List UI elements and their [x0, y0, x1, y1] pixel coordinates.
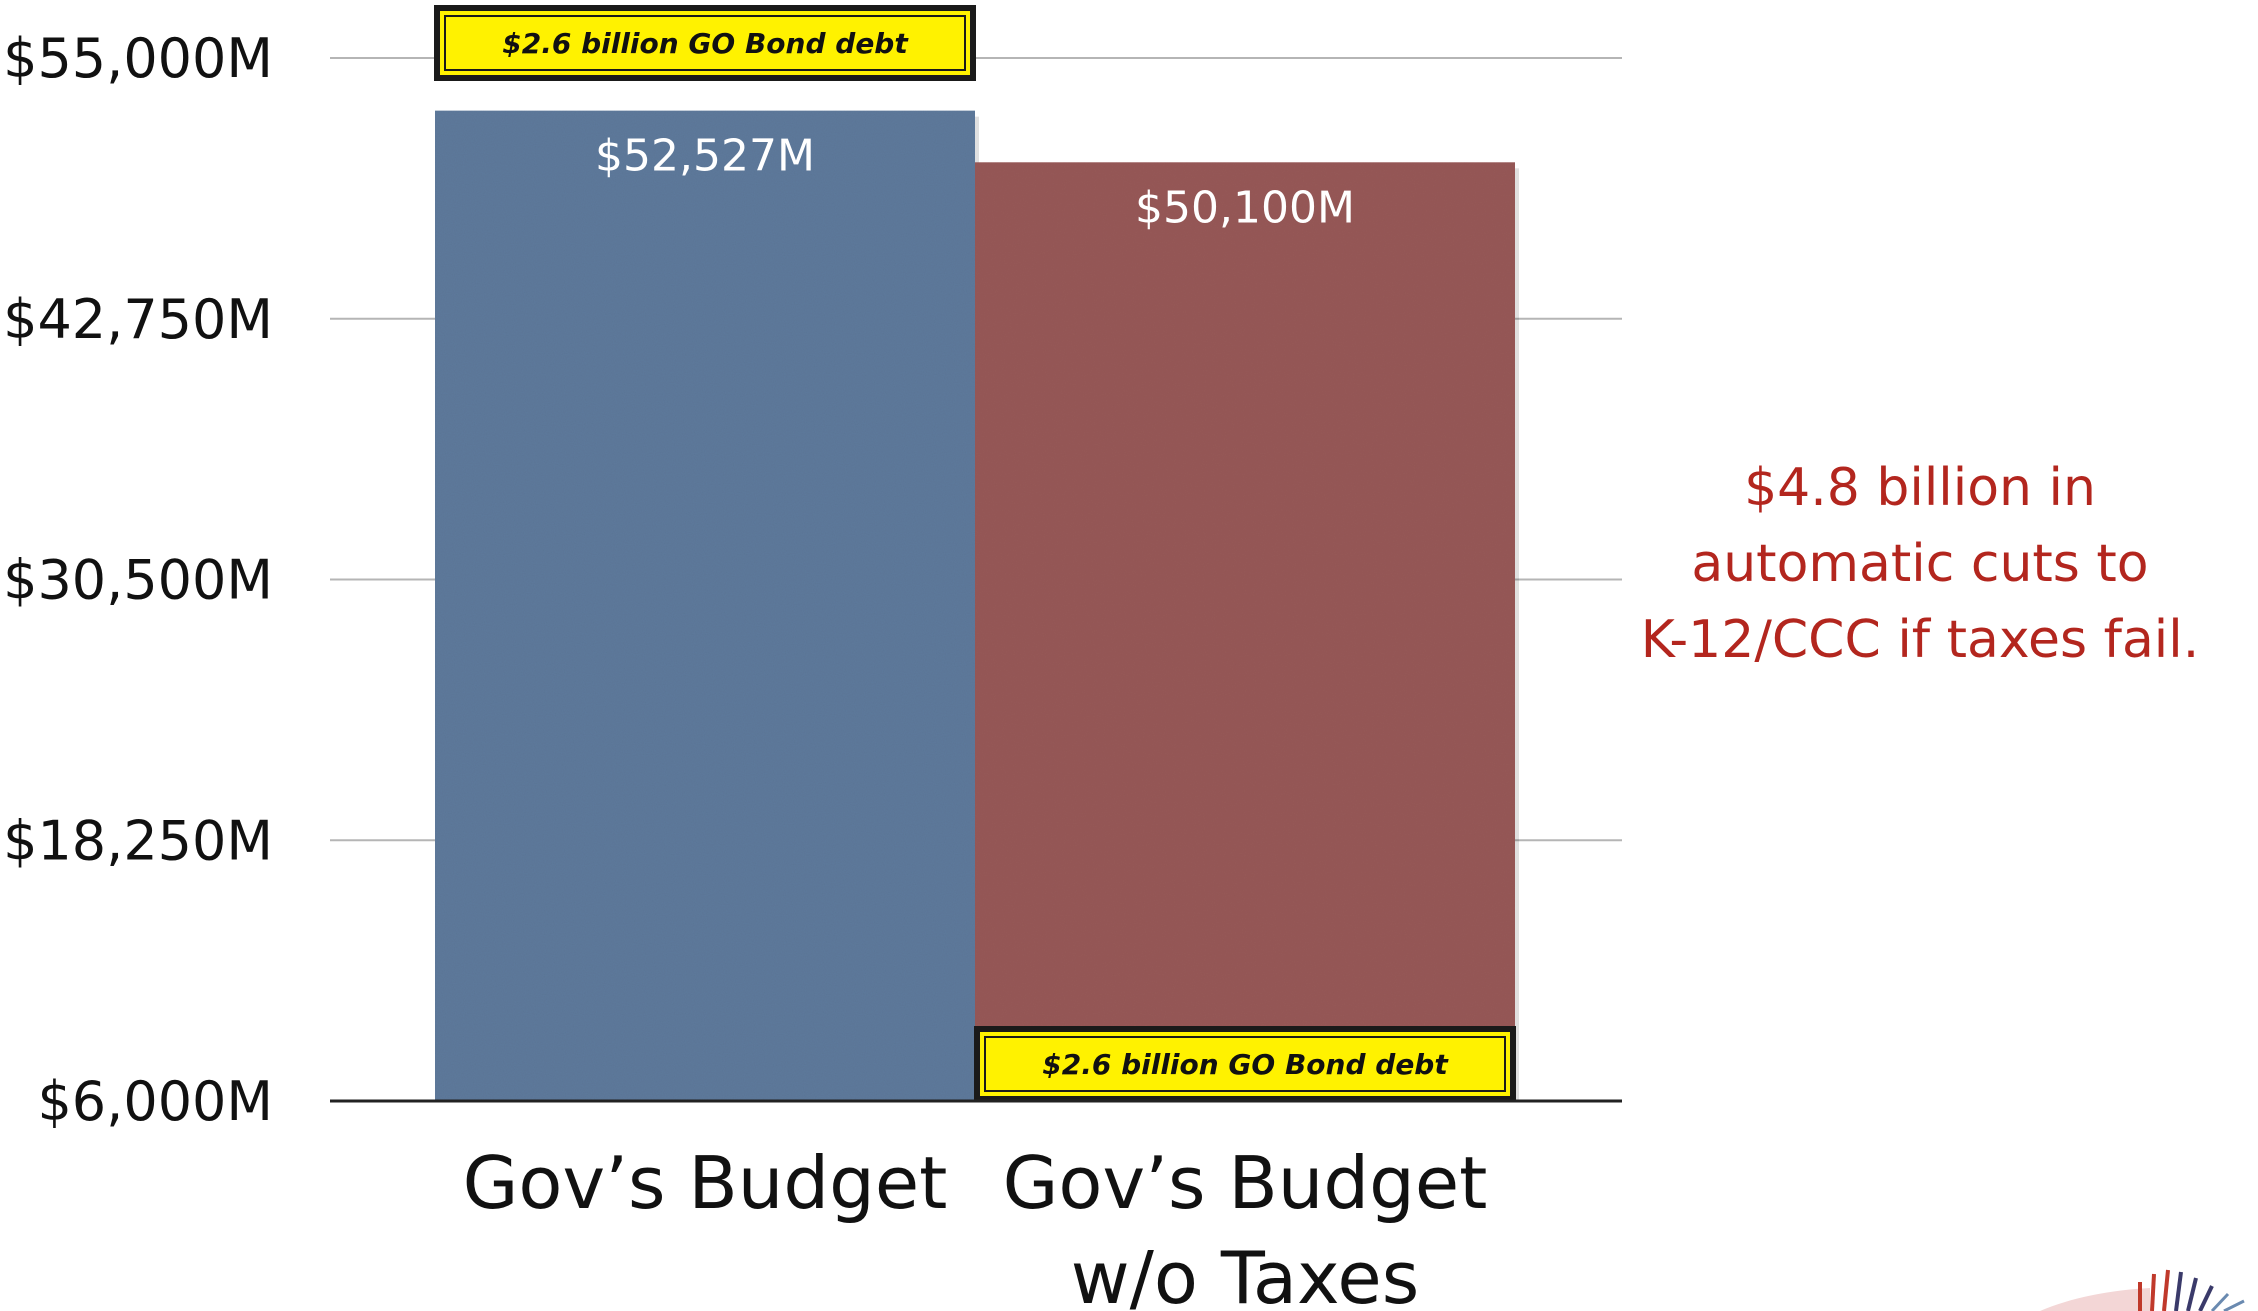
callout-inner-border: [984, 1036, 1506, 1092]
y-tick-label: $55,000M: [3, 27, 273, 90]
y-tick-label: $42,750M: [3, 288, 273, 351]
callout-box: [974, 1026, 1516, 1102]
debt-annotations: $2.6 billion GO Bond debt $2.6 billion GO…: [434, 5, 1516, 1102]
bar: [435, 110, 975, 1101]
tax-cut-note-line: K-12/CCC if taxes fail.: [1640, 610, 2200, 670]
y-tick-label: $6,000M: [37, 1070, 273, 1133]
y-axis-tick-labels: $6,000M $18,250M $30,500M $42,750M $55,000M: [3, 27, 273, 1133]
callout-text: $2.6 billion GO Bond debt: [502, 27, 909, 60]
tax-cut-note-line: automatic cuts to: [1691, 534, 2149, 594]
tax-cut-note: $4.8 billion in automatic cuts to K-12/C…: [1600, 450, 2240, 678]
bar-value-label: $50,100M: [1135, 182, 1355, 233]
value-labels: $52,527M $50,100M: [595, 131, 1355, 234]
y-tick-label: $30,500M: [3, 549, 273, 612]
y-tick-label: $18,250M: [3, 809, 273, 872]
bars: [435, 110, 1519, 1102]
go-bond-debt-callout: $2.6 billion GO Bond debt: [434, 5, 976, 81]
x-category-label: w/o Taxes: [1071, 1236, 1419, 1311]
corner-logo-image: [2040, 1269, 2245, 1311]
x-category-label: Gov’s Budget: [1003, 1141, 1488, 1225]
callout-box: [434, 5, 976, 81]
bar: [975, 162, 1515, 1102]
callout-inner-border: [444, 15, 966, 71]
tax-cut-note-line: $4.8 billion in: [1744, 458, 2096, 518]
go-bond-debt-callout: $2.6 billion GO Bond debt: [974, 1026, 1516, 1102]
x-category-label: Gov’s Budget: [463, 1141, 948, 1225]
callout-text: $2.6 billion GO Bond debt: [1042, 1048, 1449, 1081]
x-axis-category-labels: Gov’s Budget Gov’s Budget w/o Taxes: [463, 1141, 1488, 1311]
bar-value-label: $52,527M: [595, 131, 815, 182]
